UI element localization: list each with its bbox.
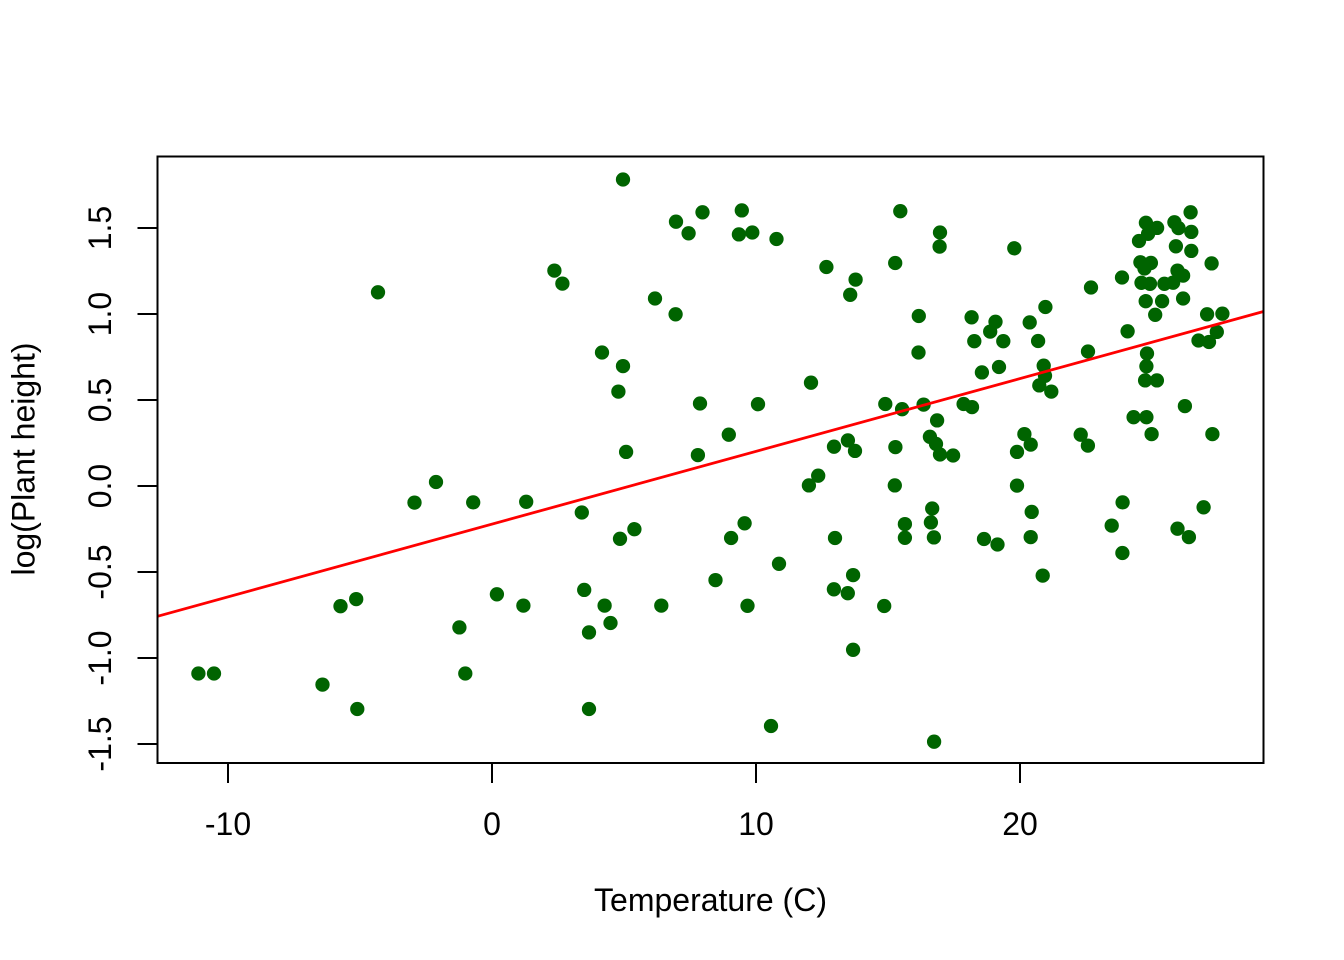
svg-text:log(Plant height): log(Plant height): [6, 342, 42, 575]
svg-text:-10: -10: [205, 806, 251, 842]
svg-text:0.5: 0.5: [82, 378, 118, 422]
svg-text:Temperature (C): Temperature (C): [594, 882, 827, 918]
svg-text:20: 20: [1002, 806, 1038, 842]
svg-text:-0.5: -0.5: [82, 544, 118, 599]
svg-text:-1.0: -1.0: [82, 630, 118, 685]
svg-text:0: 0: [483, 806, 501, 842]
svg-text:-1.5: -1.5: [82, 716, 118, 771]
svg-text:0.0: 0.0: [82, 464, 118, 508]
svg-text:1.5: 1.5: [82, 206, 118, 250]
svg-text:10: 10: [738, 806, 774, 842]
svg-text:1.0: 1.0: [82, 292, 118, 336]
